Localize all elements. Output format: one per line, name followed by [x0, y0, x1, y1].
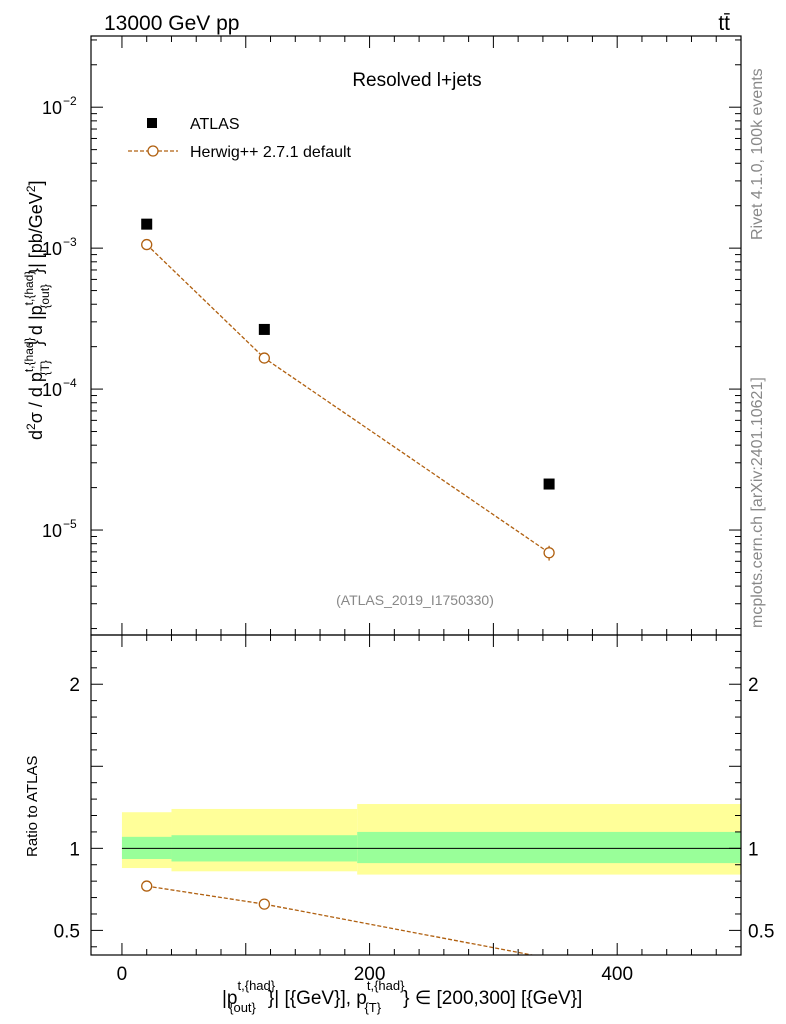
x-tick-label: 400 — [601, 964, 633, 985]
atlas-data-point — [543, 478, 555, 490]
main-plot-panel: 10−510−410−310−2 Resolved l+jets (ATLAS_… — [22, 35, 742, 636]
main-y-tick-exponent: −5 — [63, 517, 77, 531]
main-y-tick-label: 10 — [42, 521, 62, 541]
plot-title: Resolved l+jets — [352, 70, 481, 91]
main-y-tick-exponent: −2 — [63, 94, 77, 108]
ratio-x-ticks: 0 200 400 — [117, 635, 742, 985]
main-y-tick-label: 10 — [42, 98, 62, 118]
main-y-tick-exponent: −4 — [63, 376, 77, 390]
ratio-band-inner — [357, 831, 741, 864]
x-tick-label: 0 — [117, 964, 128, 985]
ratio-y-ticks: 0.5 0.5 1 1 2 2 — [54, 634, 774, 948]
ratio-y-tick-label-right: 1 — [748, 839, 759, 860]
ratio-y-tick-label-right: 0.5 — [748, 921, 774, 942]
ratio-data-point — [141, 880, 153, 892]
main-y-ticks: 10−510−410−310−2 — [42, 39, 741, 630]
main-data-layer — [141, 218, 555, 561]
mc-data-point — [258, 352, 270, 364]
ratio-series — [141, 880, 536, 955]
mc-line — [146, 244, 550, 554]
legend-atlas-marker — [147, 118, 157, 128]
svg-text:|pt,{had}{out}}| [{GeV}], pt,{: |pt,{had} {out}}| [{GeV}], pt,{had} {T}} ∈… — [222, 978, 582, 1015]
main-y-tick-label: 10 — [42, 239, 62, 259]
header-process: tt̄ — [718, 12, 730, 35]
atlas-data-point — [258, 323, 270, 335]
ratio-y-tick-label: 2 — [69, 675, 80, 696]
atlas-data-point — [141, 218, 153, 230]
analysis-watermark: (ATLAS_2019_I1750330) — [336, 592, 494, 608]
rivet-label: Rivet 4.1.0, 100k events — [749, 68, 766, 240]
ratio-data-layer — [141, 880, 536, 955]
ratio-y-tick-label: 0.5 — [54, 921, 80, 942]
ratio-plot-panel: 0.5 0.5 1 1 2 2 0 200 400 Ratio to ATLAS — [24, 634, 774, 985]
mcplots-label: mcplots.cern.ch [arXiv:2401.10621] — [749, 377, 766, 628]
mc-data-point — [543, 547, 555, 559]
legend-mc-label: Herwig++ 2.7.1 default — [190, 144, 352, 161]
legend-mc-marker — [147, 145, 159, 157]
main-plot-frame — [90, 35, 742, 636]
ratio-uncertainty-bands — [121, 804, 741, 875]
ratio-plot-frame — [90, 634, 742, 956]
main-y-tick-exponent: −3 — [63, 235, 77, 249]
mc-data-point — [141, 238, 153, 251]
ratio-y-tick-label: 1 — [69, 839, 80, 860]
main-x-ticks — [121, 36, 742, 635]
legend: ATLAS Herwig++ 2.7.1 default — [128, 116, 352, 161]
main-y-axis-label: d2σ / d pt,{had} {T}} d |pt,{had} {out}}| … — [22, 181, 52, 441]
svg-text:d2σ / d pt,{had}{T}} d |pt,{ha: d2σ / d pt,{had} {T}} d |pt,{had} {out}}| … — [22, 181, 52, 441]
legend-atlas-label: ATLAS — [190, 116, 240, 133]
ratio-mc-line — [146, 885, 536, 955]
header-energy: 13000 GeV pp — [104, 12, 239, 35]
ratio-data-point — [258, 898, 270, 910]
x-axis-label: |pt,{had} {out}}| [{GeV}], pt,{had} {T}} ∈… — [222, 978, 582, 1015]
ratio-y-tick-label-right: 2 — [748, 675, 759, 696]
ratio-y-axis-label: Ratio to ATLAS — [24, 756, 41, 857]
main-y-tick-label: 10 — [42, 380, 62, 400]
x-tick-label: 200 — [354, 964, 386, 985]
